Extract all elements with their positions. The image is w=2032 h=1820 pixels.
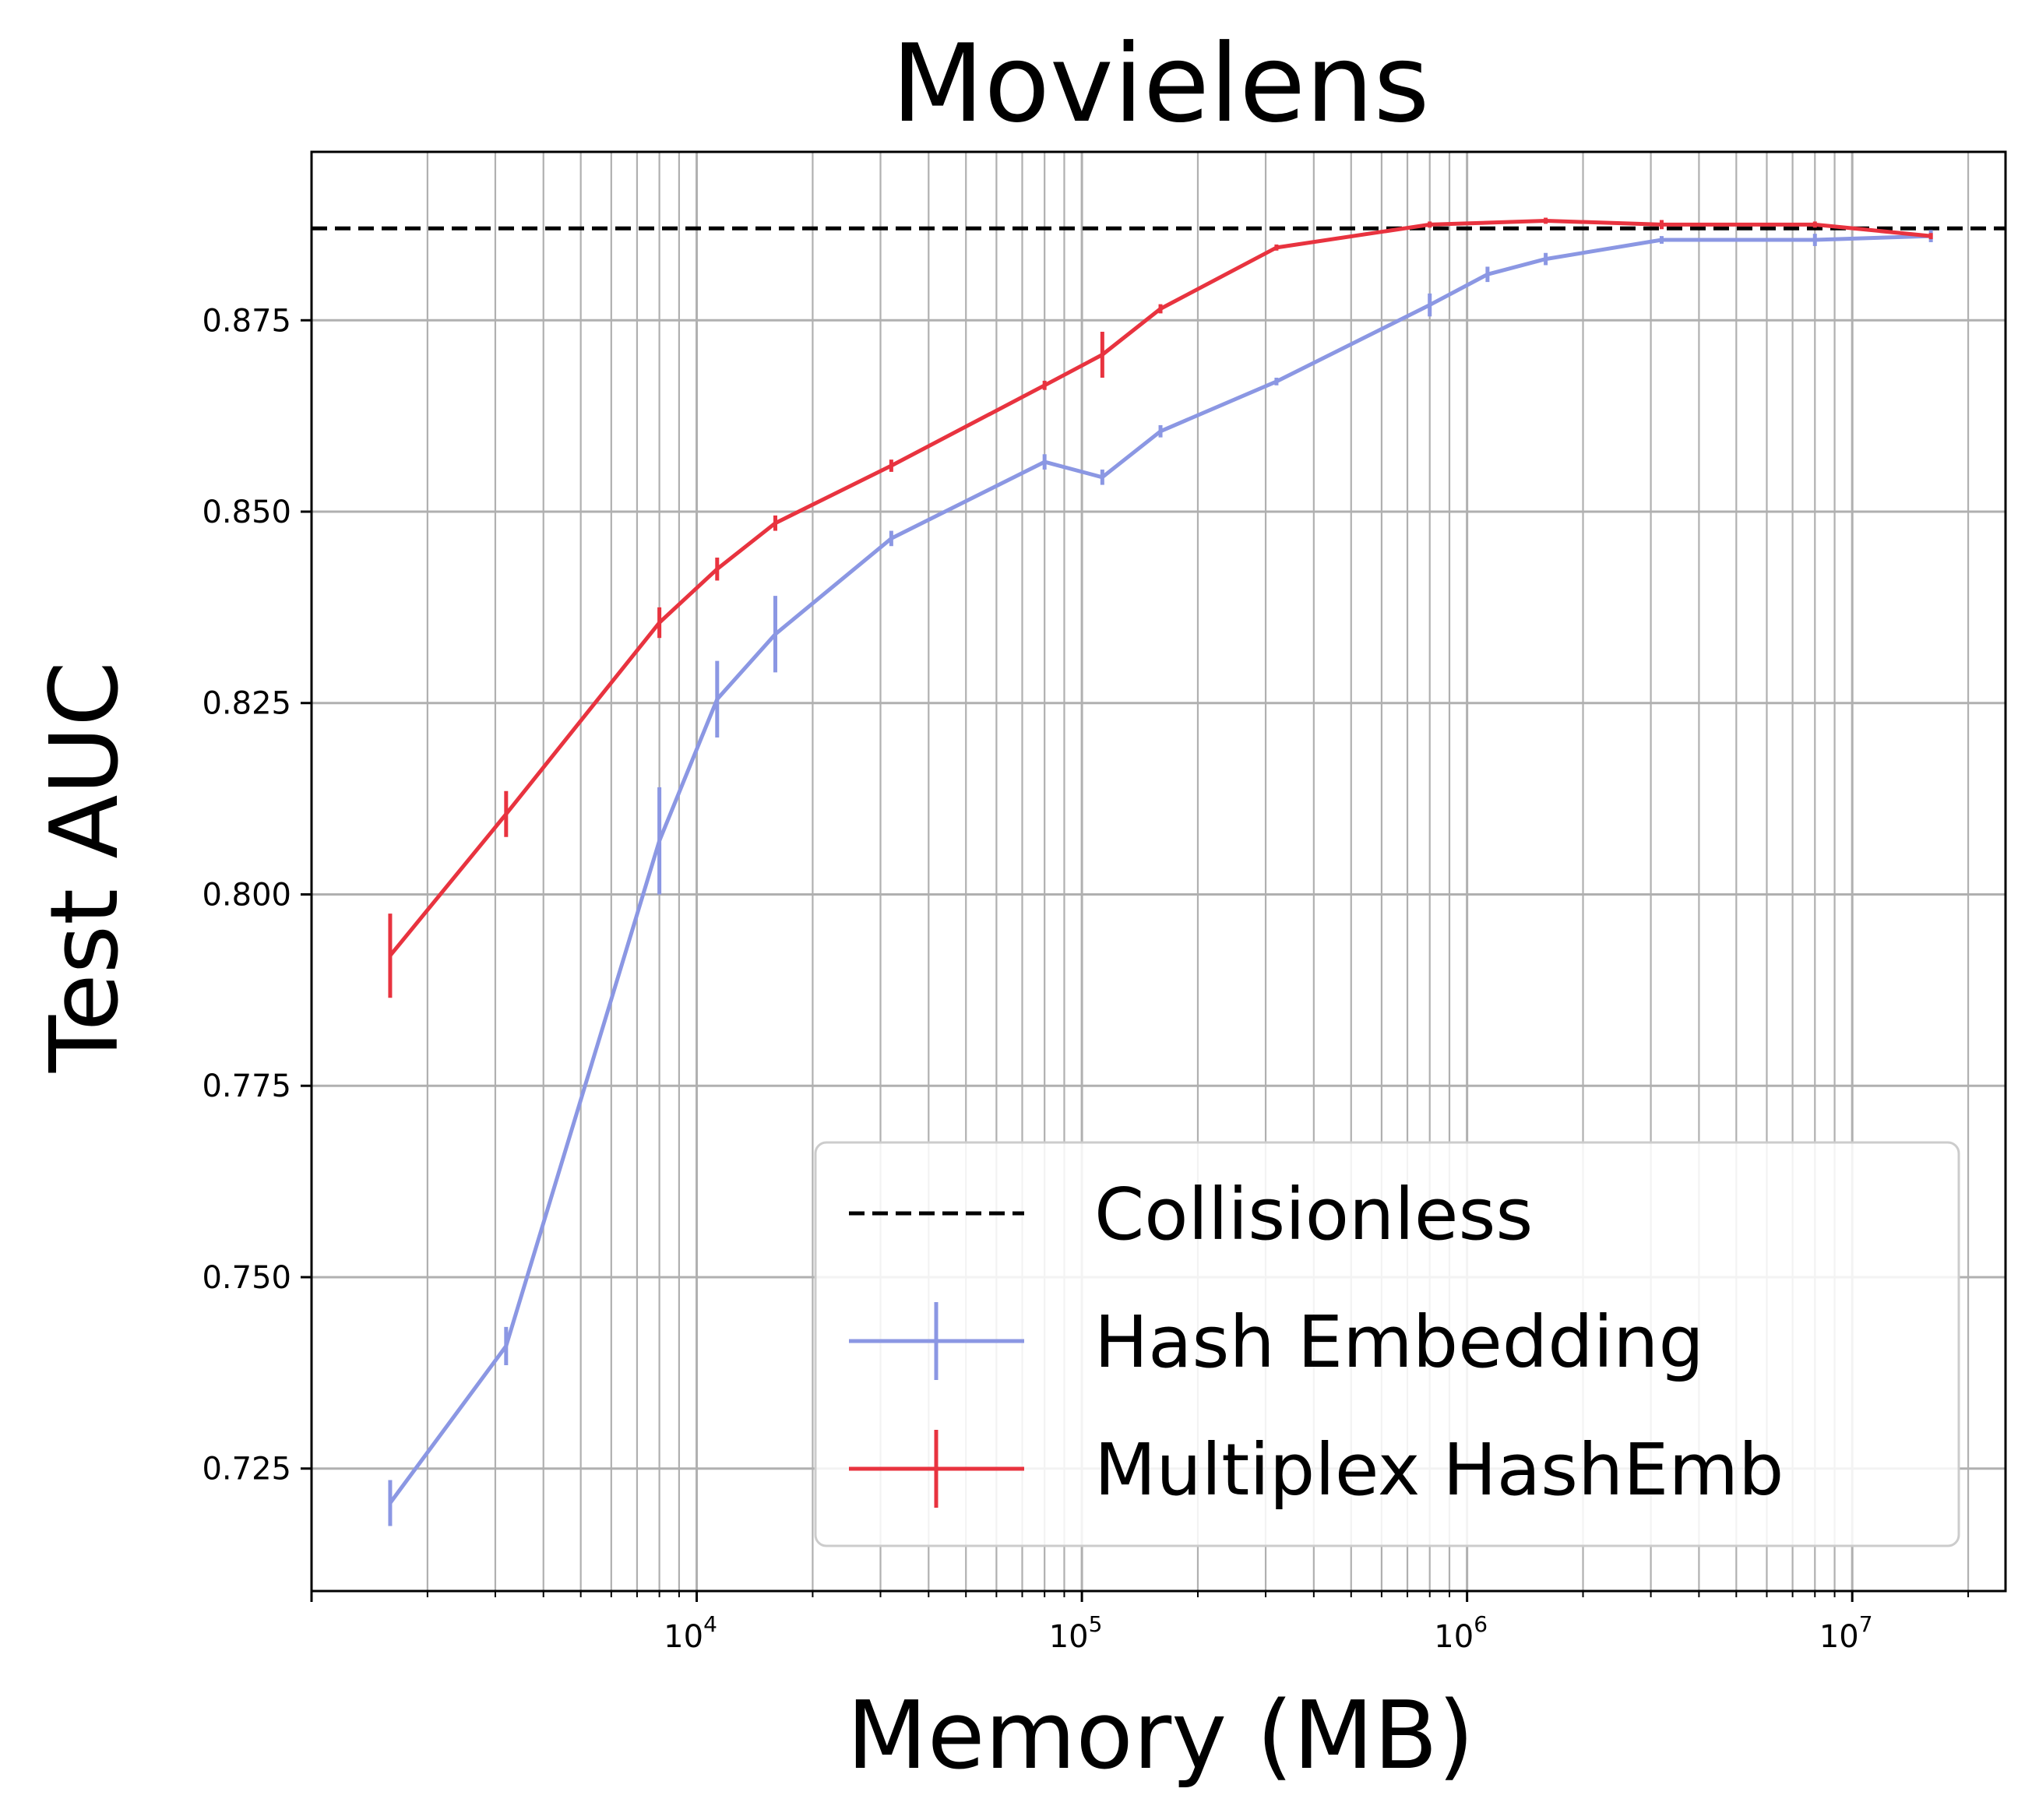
series-hash-embedding: [388, 230, 1933, 1526]
x-tick-label: 105: [1049, 1611, 1103, 1655]
series-layer: [388, 217, 1933, 1526]
y-tick-label: 0.850: [202, 495, 291, 530]
y-tick-label: 0.825: [202, 686, 291, 722]
legend-box: [814, 1141, 1960, 1547]
y-axis-label: Test AUC: [31, 661, 139, 1073]
legend-label-collisionless: Collisionless: [1094, 1173, 1533, 1256]
x-axis-label: Memory (MB): [847, 1682, 1474, 1790]
plot-frame: [310, 150, 2007, 1593]
legend-label-hash-embedding: Hash Embedding: [1094, 1301, 1704, 1384]
legend-label-multiplex-hashemb: Multiplex HashEmb: [1094, 1428, 1784, 1512]
y-tick-label: 0.725: [202, 1452, 291, 1487]
series-multiplex-hashemb: [388, 217, 1933, 998]
y-tick-label: 0.800: [202, 877, 291, 913]
hash-embedding-line: [388, 234, 1932, 1505]
y-tick-label: 0.775: [202, 1068, 291, 1104]
x-tick-label: 104: [664, 1611, 717, 1655]
y-tick-label: 0.875: [202, 303, 291, 339]
x-ticks: 104 105 106 107: [310, 1591, 1970, 1655]
y-tick-label: 0.750: [202, 1260, 291, 1296]
x-tick-label: 107: [1819, 1611, 1873, 1655]
legend: Collisionless Hash Embedding Multiplex H…: [814, 1141, 1960, 1547]
chart-title: Movielens: [891, 21, 1429, 146]
y-ticks: 0.725 0.750 0.775 0.800 0.825 0.850 0.875: [202, 303, 312, 1487]
x-tick-label: 106: [1434, 1611, 1488, 1655]
